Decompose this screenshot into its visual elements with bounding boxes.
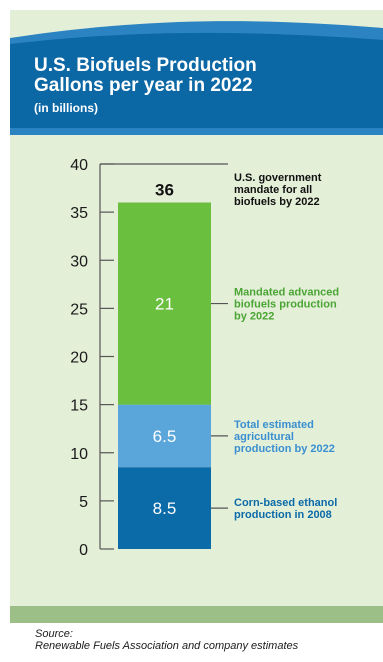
bar-segment-label: 21 [155,295,174,314]
bar-segment-2 [118,404,211,468]
bar-segment-label: 8.5 [153,499,177,518]
y-tick-label: 40 [70,157,88,174]
total-value-label: 36 [155,181,174,200]
y-tick-label: 10 [70,446,88,463]
y-tick-label: 0 [79,542,88,559]
source-text: Renewable Fuels Association and company … [35,640,299,652]
y-tick-label: 15 [70,398,88,415]
bar-segment-label: 6.5 [153,427,177,446]
total-annotation: U.S. government mandate for all biofuels b… [234,172,322,208]
y-tick-label: 25 [70,301,88,318]
y-tick-label: 5 [79,494,88,511]
bar-segment-3 [118,202,211,405]
bar-segment-1 [118,467,211,549]
y-tick-label: 35 [70,205,88,222]
chart-subtitle: (in billions) [34,101,98,115]
source-label: Source: [35,628,73,640]
y-tick-label: 30 [70,253,88,270]
segment-annotation: Corn-based ethanol production in 2008 [234,497,337,521]
segment-annotation: Mandated advanced biofuels production by 2… [234,287,339,323]
segment-annotation: Total estimated agricultural production by… [234,419,335,455]
chart-title: U.S. Biofuels Production Gallons per yea… [34,55,257,96]
panel-bottom-strip [10,606,383,623]
header-banner [10,21,383,135]
y-tick-label: 20 [70,350,88,367]
